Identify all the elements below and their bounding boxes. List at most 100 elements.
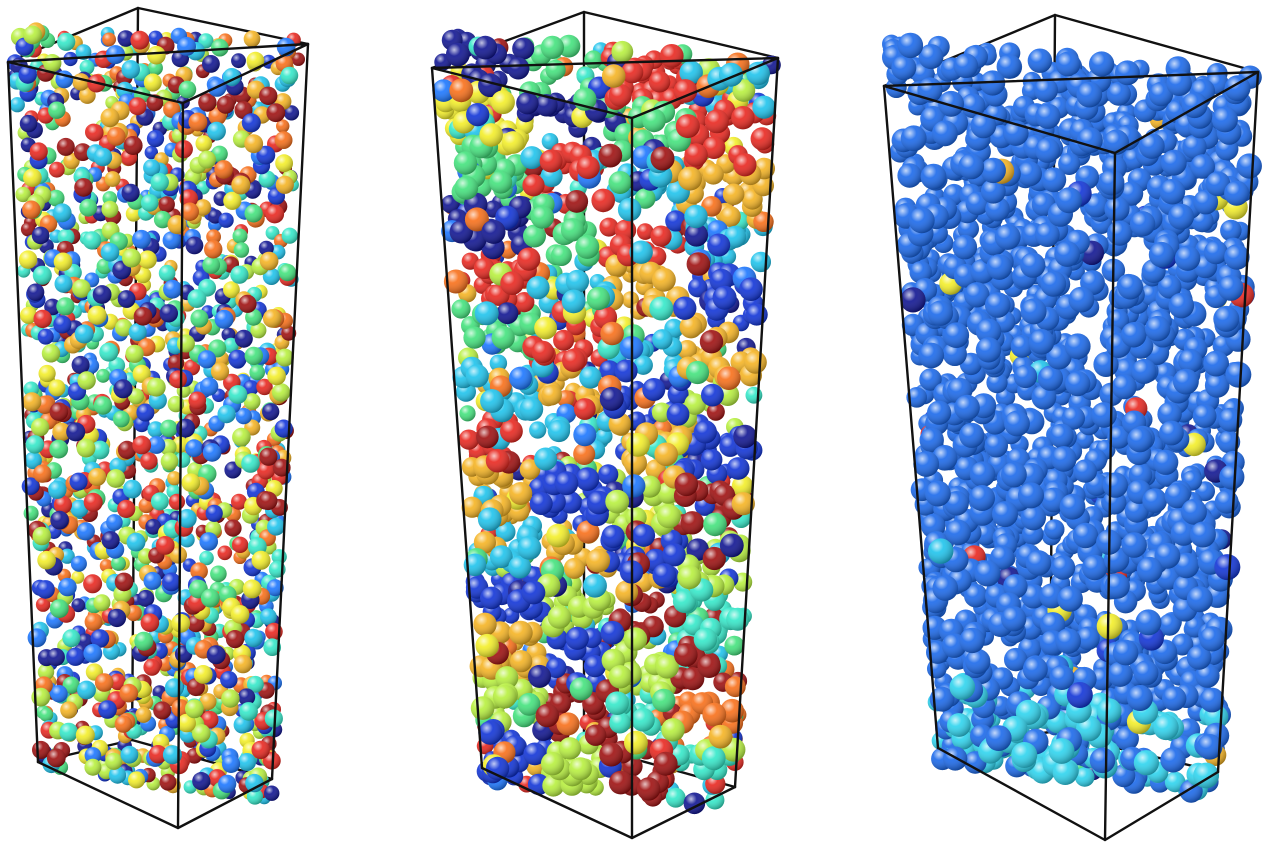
particle — [540, 752, 565, 776]
particle — [674, 472, 699, 497]
particle — [259, 86, 278, 106]
particle — [260, 608, 277, 626]
particle — [476, 425, 499, 449]
particle — [584, 50, 603, 69]
particle — [46, 748, 66, 768]
particle — [1072, 522, 1099, 549]
particle — [259, 251, 279, 271]
particle — [529, 421, 547, 439]
particle — [591, 188, 615, 213]
particle — [121, 183, 140, 202]
particle — [234, 329, 253, 348]
particle — [49, 439, 69, 459]
particle — [93, 594, 111, 612]
particle — [985, 725, 1012, 751]
particle — [206, 645, 226, 665]
particle — [33, 309, 52, 329]
particle — [221, 754, 241, 774]
particle — [218, 774, 237, 793]
particle — [207, 121, 226, 141]
particle — [58, 577, 77, 597]
particle — [1020, 298, 1047, 325]
particle — [563, 557, 585, 579]
particle — [93, 396, 113, 415]
particle — [265, 204, 285, 224]
particle — [969, 461, 996, 488]
particle — [241, 454, 260, 473]
particle — [84, 758, 102, 776]
particle — [693, 420, 717, 444]
particle — [473, 612, 497, 636]
particle — [20, 222, 36, 237]
particle — [150, 173, 169, 192]
particle — [631, 708, 655, 732]
particle — [1148, 241, 1175, 268]
particle — [188, 112, 208, 132]
particle — [87, 305, 107, 325]
particle — [1121, 322, 1147, 348]
particle — [702, 702, 727, 727]
particle — [573, 423, 597, 447]
particle — [69, 472, 88, 491]
particle-box-middle — [430, 10, 781, 840]
particle — [232, 427, 251, 447]
particle — [62, 629, 81, 648]
particle — [573, 443, 596, 465]
particle — [217, 545, 233, 561]
particle — [1225, 361, 1252, 388]
particle — [1020, 252, 1046, 278]
particle — [526, 276, 550, 300]
particle — [249, 364, 265, 381]
particle — [251, 550, 271, 570]
particle — [15, 186, 31, 203]
particle — [275, 348, 294, 367]
particle — [117, 290, 136, 308]
particle — [980, 157, 1006, 184]
particle — [489, 170, 513, 194]
particle — [190, 309, 209, 328]
particle — [168, 493, 185, 510]
particle — [162, 572, 181, 592]
particle — [466, 103, 490, 127]
particle — [32, 526, 52, 546]
particle — [143, 571, 162, 590]
particle — [53, 315, 72, 334]
particle — [199, 550, 214, 566]
particle — [649, 296, 674, 321]
particle — [561, 289, 586, 314]
particle — [752, 95, 776, 119]
particle — [1111, 374, 1137, 400]
particle — [35, 597, 51, 612]
particle — [60, 701, 78, 719]
particle — [163, 279, 182, 299]
particle — [74, 178, 93, 197]
particle — [128, 771, 145, 789]
particle — [652, 267, 676, 292]
particle — [654, 442, 678, 467]
particle — [206, 229, 222, 245]
particle — [535, 703, 559, 728]
particle — [56, 297, 75, 316]
particle — [214, 309, 234, 329]
particle — [79, 198, 98, 217]
particle — [521, 580, 546, 605]
particle — [900, 125, 927, 152]
particle — [750, 127, 774, 151]
particle — [230, 605, 250, 624]
particle — [739, 277, 763, 302]
particle — [167, 471, 182, 486]
particle — [1055, 628, 1081, 654]
particle — [48, 379, 66, 397]
particle — [685, 360, 710, 385]
particle — [722, 183, 745, 206]
particle — [244, 134, 264, 154]
particle — [611, 40, 634, 63]
particle — [171, 613, 191, 633]
particle — [74, 324, 94, 344]
particle — [712, 285, 737, 310]
particle — [1089, 747, 1116, 774]
particle — [230, 265, 249, 284]
particle — [216, 95, 235, 114]
particle — [49, 402, 69, 422]
particle — [218, 212, 234, 228]
